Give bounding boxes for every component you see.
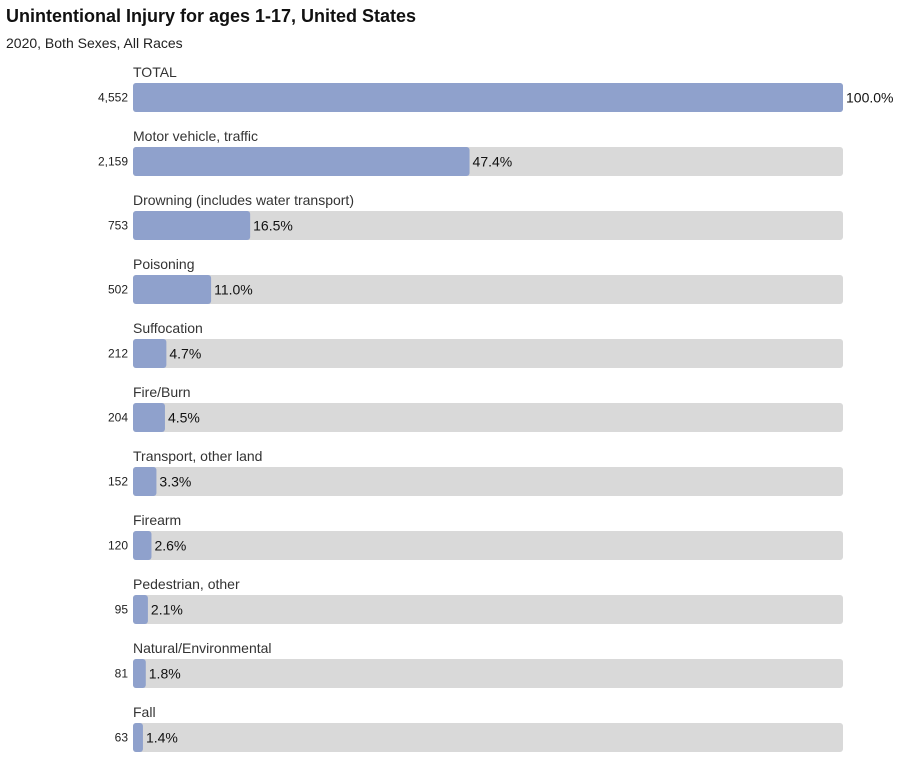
bar-track bbox=[133, 467, 843, 496]
count-label: 4,552 bbox=[98, 91, 128, 105]
count-label: 502 bbox=[108, 283, 128, 297]
count-label: 120 bbox=[108, 539, 128, 553]
value-label: 2.1% bbox=[151, 602, 183, 618]
bar-track bbox=[133, 339, 843, 368]
chart-subtitle: 2020, Both Sexes, All Races bbox=[6, 35, 183, 51]
bar-track bbox=[133, 275, 843, 304]
bar-track bbox=[133, 723, 843, 752]
category-label: Natural/Environmental bbox=[133, 640, 272, 656]
category-label: Pedestrian, other bbox=[133, 576, 240, 592]
value-label: 3.3% bbox=[159, 474, 191, 490]
category-label: TOTAL bbox=[133, 64, 177, 80]
bar bbox=[133, 723, 143, 752]
category-label: Firearm bbox=[133, 512, 181, 528]
bar bbox=[133, 659, 146, 688]
category-label: Fall bbox=[133, 704, 156, 720]
bar bbox=[133, 339, 167, 368]
bar bbox=[133, 211, 251, 240]
count-label: 95 bbox=[115, 603, 129, 617]
value-label: 16.5% bbox=[253, 218, 293, 234]
count-label: 152 bbox=[108, 475, 128, 489]
bar bbox=[133, 595, 148, 624]
value-label: 2.6% bbox=[154, 538, 186, 554]
value-label: 11.0% bbox=[214, 282, 253, 298]
category-label: Suffocation bbox=[133, 320, 203, 336]
chart-title: Unintentional Injury for ages 1-17, Unit… bbox=[6, 6, 417, 26]
count-label: 2,159 bbox=[98, 155, 128, 169]
category-label: Motor vehicle, traffic bbox=[133, 128, 258, 144]
bar-track bbox=[133, 403, 843, 432]
category-label: Poisoning bbox=[133, 256, 195, 272]
count-label: 753 bbox=[108, 219, 128, 233]
bar bbox=[133, 531, 152, 560]
count-label: 63 bbox=[115, 731, 129, 745]
bar-track bbox=[133, 531, 843, 560]
bar-track bbox=[133, 659, 843, 688]
value-label: 47.4% bbox=[473, 154, 513, 170]
value-label: 1.8% bbox=[149, 666, 181, 682]
bar bbox=[133, 467, 157, 496]
category-label: Drowning (includes water transport) bbox=[133, 192, 354, 208]
category-label: Fire/Burn bbox=[133, 384, 191, 400]
bar-track bbox=[133, 211, 843, 240]
bar bbox=[133, 83, 843, 112]
value-label: 4.7% bbox=[169, 346, 201, 362]
count-label: 204 bbox=[108, 411, 128, 425]
bar-track bbox=[133, 595, 843, 624]
bar bbox=[133, 275, 212, 304]
count-label: 212 bbox=[108, 347, 128, 361]
category-label: Transport, other land bbox=[133, 448, 262, 464]
bar bbox=[133, 403, 165, 432]
value-label: 100.0% bbox=[846, 90, 893, 106]
bar bbox=[133, 147, 470, 176]
value-label: 4.5% bbox=[168, 410, 200, 426]
count-label: 81 bbox=[115, 667, 129, 681]
value-label: 1.4% bbox=[146, 730, 178, 746]
